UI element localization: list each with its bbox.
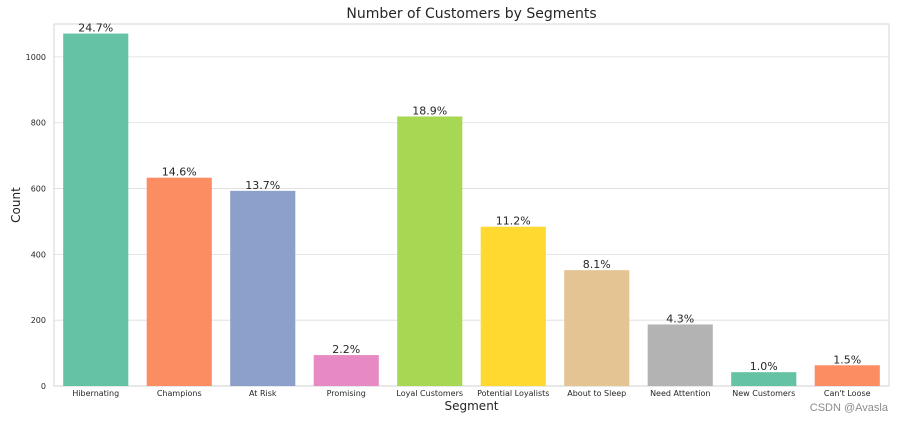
bar xyxy=(480,226,546,386)
bars-layer xyxy=(63,33,880,386)
x-tick-label: Champions xyxy=(157,389,202,398)
y-tick-label: 800 xyxy=(31,119,46,128)
x-tick-label: Loyal Customers xyxy=(396,389,463,398)
x-tick-label: Hibernating xyxy=(72,389,119,398)
data-labels-layer: 24.7% 14.6% 13.7% 2.2% 18.9% 11.2% 8.1% 4.3% 1.0… xyxy=(78,22,861,374)
x-tick-label: Promising xyxy=(327,389,366,398)
watermark: CSDN @Avasla xyxy=(810,402,889,414)
x-axis-label: Segment xyxy=(445,399,499,413)
bar-data-label: 14.6% xyxy=(162,166,197,179)
x-tick-label: Can't Loose xyxy=(824,389,871,398)
y-tick-label: 600 xyxy=(31,185,46,194)
bar xyxy=(313,355,379,386)
bar xyxy=(647,324,713,386)
bar xyxy=(731,372,797,386)
x-tick-label: About to Sleep xyxy=(567,389,626,398)
y-tick-label: 200 xyxy=(31,316,46,325)
bar-data-label: 11.2% xyxy=(496,215,531,228)
y-ticks-layer: 0 200 400 600 800 1000 xyxy=(26,53,46,391)
x-tick-label: At Risk xyxy=(249,389,277,398)
bar-data-label: 8.1% xyxy=(583,258,611,271)
x-tick-label: Potential Loyalists xyxy=(477,389,549,398)
bar xyxy=(63,33,129,386)
bar xyxy=(146,177,212,386)
bar-data-label: 13.7% xyxy=(245,179,280,192)
bar xyxy=(564,270,630,386)
bar-data-label: 1.0% xyxy=(750,360,778,373)
bar-data-label: 2.2% xyxy=(332,343,360,356)
y-axis-label: Count xyxy=(9,187,23,223)
bar xyxy=(230,190,296,386)
plot-frame xyxy=(53,23,890,387)
bar-data-label: 1.5% xyxy=(833,353,861,366)
y-tick-label: 1000 xyxy=(26,53,46,62)
bar-data-label: 24.7% xyxy=(78,22,113,35)
bar-data-label: 4.3% xyxy=(666,312,694,325)
bar-data-label: 18.9% xyxy=(412,104,447,117)
y-tick-label: 0 xyxy=(41,382,46,391)
x-tick-label: Need Attention xyxy=(650,389,710,398)
chart-title: Number of Customers by Segments xyxy=(346,6,596,22)
y-tick-label: 400 xyxy=(31,250,46,259)
x-ticks-layer: Hibernating Champions At Risk Promising Loya… xyxy=(72,389,870,398)
bar xyxy=(397,116,463,386)
x-tick-label: New Customers xyxy=(732,389,795,398)
bar xyxy=(814,365,880,386)
